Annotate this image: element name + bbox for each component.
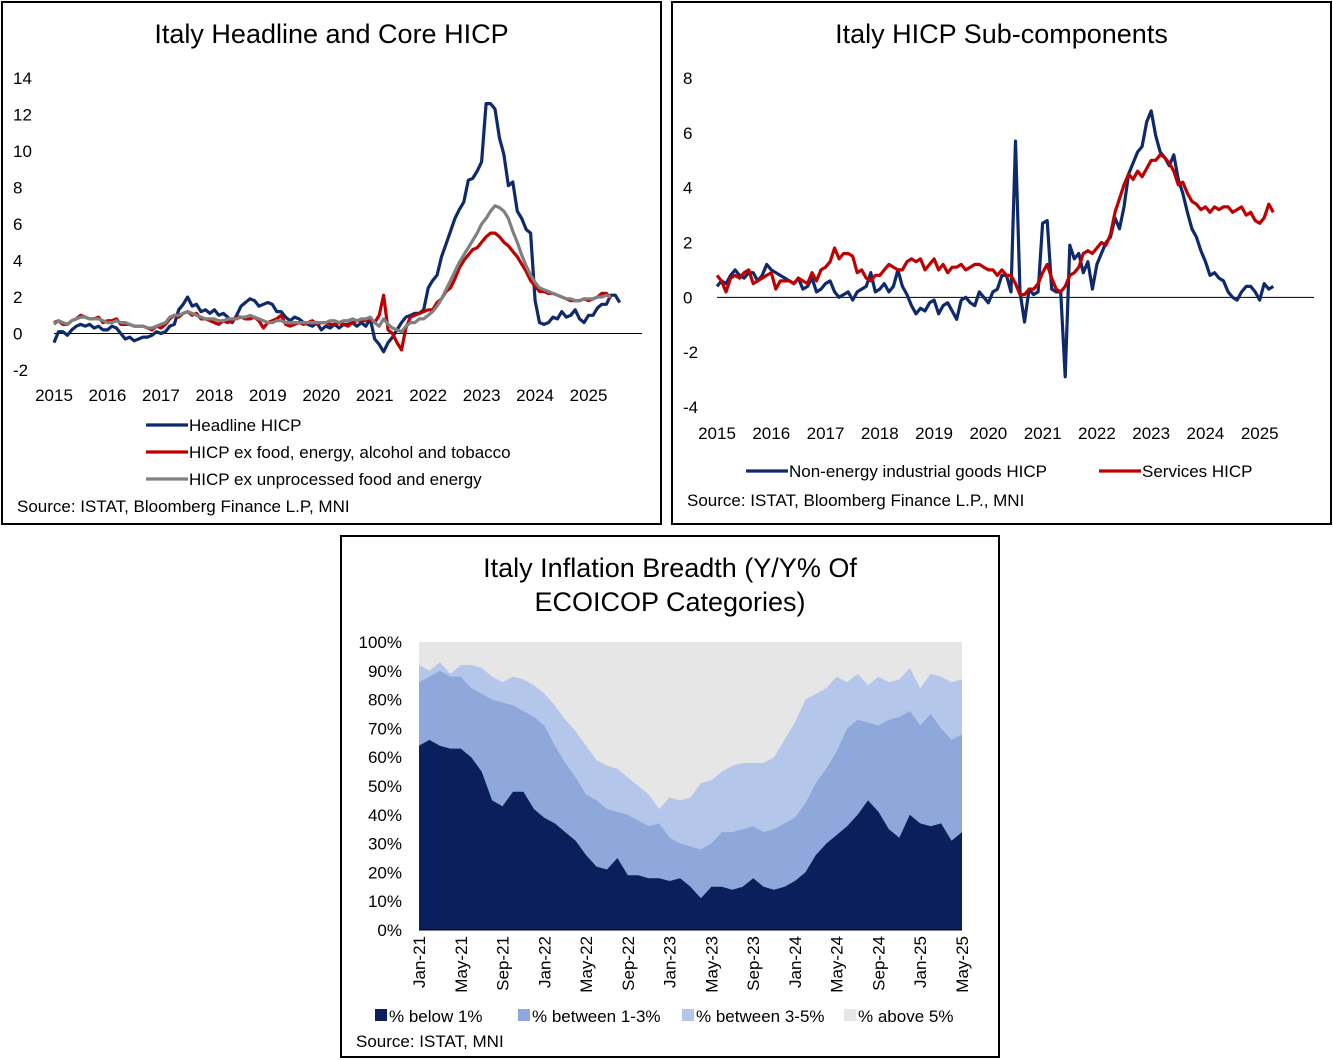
x-tick-label: 2021 (356, 386, 394, 405)
y-tick-label: 14 (13, 69, 32, 88)
legend-swatch (375, 1009, 387, 1021)
x-tick-label: 2019 (915, 424, 953, 443)
y-tick-label: 0 (13, 325, 22, 344)
hicp-subcomponents-chart: -4 -2 0 2 4 6 8 2015 2016 2017 2018 2019 2020 2021 202… (683, 69, 1314, 481)
x-tick-label: 2016 (89, 386, 127, 405)
x-tick-label: 2018 (861, 424, 899, 443)
legend-label: % between 1-3% (532, 1007, 661, 1026)
y-tick-label: 90% (368, 662, 402, 681)
legend-label: Services HICP (1142, 462, 1253, 481)
legend-label: % below 1% (389, 1007, 483, 1026)
legend-label: % above 5% (858, 1007, 953, 1026)
inflation-breadth-chart: 0% 10% 20% 30% 40% 50% 60% 70% 80% 90% 100% Jan-21 M… (359, 633, 972, 1026)
legend-swatch (518, 1009, 530, 1021)
headline-core-hicp-panel: Italy Headline and Core HICP -2 0 2 4 6 8 10 12… (1, 1, 662, 525)
y-tick-label: 6 (13, 215, 22, 234)
hicp-subcomponents-panel: Italy HICP Sub-components -4 -2 0 2 4 6 8 2015 2… (671, 1, 1332, 525)
y-tick-label: 2 (13, 288, 22, 307)
y-tick-label: 70% (368, 719, 402, 738)
area--below-1- (419, 739, 962, 930)
x-tick-label: 2017 (807, 424, 845, 443)
y-tick-label: 8 (13, 179, 22, 198)
y-tick-label: 4 (683, 179, 692, 198)
x-tick-label: May-23 (702, 936, 721, 993)
x-tick-label: 2022 (409, 386, 447, 405)
x-tick-label: 2019 (249, 386, 287, 405)
x-tick-label: Sep-21 (494, 936, 513, 991)
legend-label: HICP ex food, energy, alcohol and tobacc… (189, 443, 511, 462)
y-tick-label: 80% (368, 691, 402, 710)
x-tick-label: 2022 (1078, 424, 1116, 443)
x-tick-label: 2025 (570, 386, 608, 405)
x-tick-label: May-25 (953, 936, 972, 993)
legend-label: Non-energy industrial goods HICP (789, 462, 1047, 481)
y-tick-label: 100% (359, 633, 402, 652)
chart-title: Italy HICP Sub-components (835, 19, 1168, 49)
y-tick-label: -2 (683, 343, 698, 362)
chart-title: Italy Headline and Core HICP (154, 19, 509, 49)
series-line-2 (53, 231, 613, 352)
x-tick-label: 2020 (969, 424, 1007, 443)
x-tick-label: Sep-22 (619, 936, 638, 991)
chart-title-line-1: Italy Inflation Breadth (Y/Y% Of (483, 553, 857, 583)
x-tick-label: May-22 (577, 936, 596, 993)
legend-swatch (682, 1009, 694, 1021)
legend-label: Headline HICP (189, 416, 301, 435)
y-tick-label: 8 (683, 69, 692, 88)
chart-source: Source: ISTAT, Bloomberg Finance L.P, MN… (17, 497, 350, 516)
x-tick-label: 2023 (463, 386, 501, 405)
y-tick-label: 10 (13, 142, 32, 161)
y-tick-label: 30% (368, 835, 402, 854)
legend-swatch (844, 1009, 856, 1021)
x-tick-label: Jan-21 (410, 936, 429, 988)
y-tick-label: 10% (368, 892, 402, 911)
x-tick-label: 2020 (302, 386, 340, 405)
x-tick-label: 2025 (1241, 424, 1279, 443)
x-tick-label: 2023 (1132, 424, 1170, 443)
x-tick-label: 2017 (142, 386, 180, 405)
chart-title-line-2: ECOICOP Categories) (534, 587, 806, 617)
y-tick-label: 0% (377, 921, 402, 940)
series-line-1 (715, 109, 1275, 379)
x-tick-label: Jan-25 (911, 936, 930, 988)
x-tick-label: Jan-22 (535, 936, 554, 988)
series-line-1 (52, 101, 622, 354)
x-tick-label: Sep-23 (744, 936, 763, 991)
x-tick-label: 2016 (752, 424, 790, 443)
y-tick-label: -4 (683, 398, 698, 417)
y-tick-label: 20% (368, 863, 402, 882)
y-tick-label: 12 (13, 106, 32, 125)
x-tick-label: 2024 (516, 386, 554, 405)
x-tick-label: 2018 (195, 386, 233, 405)
chart-title: Italy Inflation Breadth (Y/Y% Of ECOICOP… (342, 551, 998, 619)
x-tick-label: Jan-24 (786, 936, 805, 988)
x-tick-label: 2021 (1024, 424, 1062, 443)
x-tick-label: 2015 (35, 386, 73, 405)
y-tick-label: 2 (683, 234, 692, 253)
legend-label: HICP ex unprocessed food and energy (189, 470, 482, 489)
y-tick-label: 6 (683, 124, 692, 143)
y-tick-label: 60% (368, 748, 402, 767)
chart-source: Source: ISTAT, Bloomberg Finance L.P., M… (687, 491, 1025, 510)
headline-core-hicp-chart: -2 0 2 4 6 8 10 12 14 2015 2016 2017 2018 2019 2020 202… (13, 69, 642, 489)
x-tick-label: May-21 (452, 936, 471, 993)
x-tick-label: 2015 (698, 424, 736, 443)
y-tick-label: 0 (683, 288, 692, 307)
inflation-breadth-panel: Italy Inflation Breadth (Y/Y% Of ECOICOP… (340, 535, 1000, 1058)
x-tick-label: Sep-24 (869, 936, 888, 991)
x-tick-label: 2024 (1187, 424, 1225, 443)
x-tick-label: Jan-23 (661, 936, 680, 988)
y-tick-label: -2 (13, 361, 28, 380)
chart-source: Source: ISTAT, MNI (356, 1032, 504, 1051)
y-tick-label: 40% (368, 806, 402, 825)
series-line-3 (52, 204, 612, 334)
x-tick-label: May-24 (828, 936, 847, 993)
legend-label: % between 3-5% (696, 1007, 825, 1026)
series-line-2 (715, 153, 1275, 297)
y-tick-label: 50% (368, 777, 402, 796)
y-tick-label: 4 (13, 252, 22, 271)
